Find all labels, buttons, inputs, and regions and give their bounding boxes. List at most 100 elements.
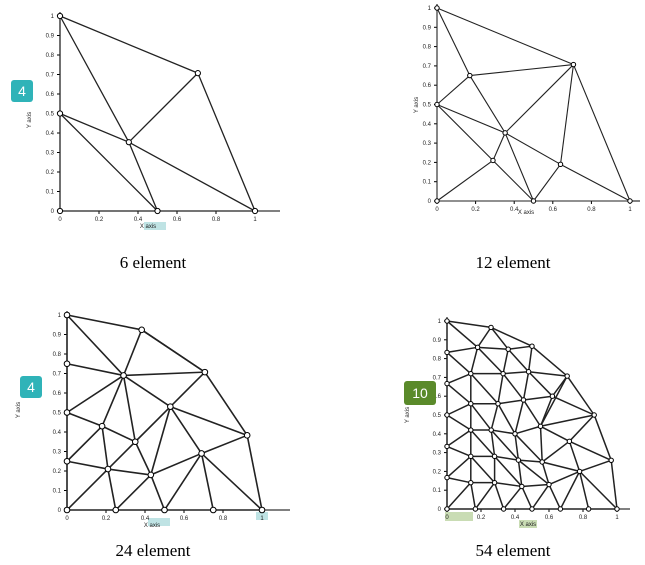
- mesh-node: [505, 346, 511, 352]
- mesh-node: [63, 409, 71, 416]
- mesh-node: [444, 412, 450, 418]
- x-tick-label: 0.2: [95, 217, 104, 223]
- mesh-edge: [150, 452, 202, 476]
- mesh-node: [444, 349, 450, 356]
- mesh-node: [488, 427, 494, 433]
- mesh-node: [444, 380, 450, 387]
- y-tick-label: 0.1: [423, 180, 432, 186]
- mesh-edge: [560, 163, 631, 202]
- y-tick-label: 0.5: [433, 413, 442, 419]
- x-tick-label: 0.6: [549, 207, 558, 213]
- mesh-node: [500, 506, 507, 512]
- mesh-node: [491, 479, 498, 486]
- mesh-edge: [504, 132, 561, 165]
- mesh-edge: [123, 374, 171, 408]
- mesh-edge: [494, 481, 522, 488]
- mesh-edge: [446, 351, 472, 375]
- badge-panel-6: 4: [11, 80, 33, 102]
- mesh-edge: [436, 103, 506, 134]
- y-tick-label: 0.7: [53, 372, 62, 378]
- mesh-edge: [548, 484, 562, 510]
- mesh-node: [444, 443, 450, 450]
- mesh-node: [468, 479, 474, 486]
- y-tick-label: 1: [438, 319, 442, 325]
- mesh-edge: [128, 141, 256, 212]
- mesh-edge: [568, 441, 581, 472]
- mesh-edge: [552, 395, 595, 416]
- mesh-edge: [470, 455, 496, 484]
- y-tick-label: 0.2: [423, 160, 432, 166]
- mesh-node: [591, 412, 597, 418]
- badge-panel-54: 10: [404, 381, 436, 405]
- mesh-edge: [59, 112, 130, 143]
- mesh-edge: [497, 373, 504, 404]
- y-tick-label: 0.7: [46, 73, 55, 79]
- mesh-node: [444, 318, 450, 324]
- y-tick-label: 0.9: [423, 25, 432, 31]
- y-tick-label: 0.4: [53, 430, 62, 436]
- mesh-edge: [566, 375, 595, 416]
- mesh-edge: [446, 445, 472, 458]
- mesh-node: [515, 457, 522, 463]
- mesh-node: [490, 157, 496, 164]
- mesh-node: [557, 161, 564, 168]
- y-tick-label: 0.9: [46, 34, 55, 40]
- mesh-edge: [66, 468, 109, 511]
- mesh-node: [472, 506, 479, 512]
- mesh-node: [258, 506, 266, 514]
- mesh-edge: [107, 468, 117, 511]
- mesh-edge: [446, 346, 478, 354]
- y-tick-label: 0.9: [53, 333, 62, 339]
- mesh-edge: [169, 371, 206, 408]
- mesh-edge: [540, 414, 595, 428]
- mesh-edge: [508, 345, 533, 350]
- mesh-edge: [517, 460, 523, 487]
- y-tick-label: 0.3: [46, 151, 55, 157]
- mesh-edge: [436, 7, 471, 76]
- mesh-edge: [504, 64, 574, 134]
- mesh-edge: [494, 455, 519, 461]
- mesh-node: [167, 403, 174, 410]
- x-tick-label: 0.2: [102, 516, 111, 522]
- caption-24-element: 24 element: [115, 541, 191, 560]
- mesh-node: [131, 438, 139, 446]
- x-tick-label: 0.2: [471, 207, 480, 213]
- mesh-node: [147, 471, 155, 479]
- caption-54-element: 54 element: [475, 541, 551, 560]
- mesh-node: [63, 311, 71, 319]
- mesh-node: [251, 207, 259, 215]
- mesh-edge: [503, 485, 523, 510]
- y-tick-label: 0.3: [433, 451, 442, 457]
- mesh-edge: [514, 399, 525, 434]
- x-tick-label: 1: [615, 515, 619, 521]
- mesh-edge: [469, 64, 574, 77]
- mesh-edge: [610, 460, 618, 510]
- mesh-node: [63, 506, 71, 514]
- mesh-node: [467, 72, 473, 79]
- mesh-edge: [204, 371, 248, 436]
- x-tick-label: 0.4: [510, 207, 519, 213]
- mesh-edge: [436, 104, 494, 161]
- mesh-node: [194, 70, 201, 77]
- x-tick-label: 0: [435, 207, 439, 213]
- mesh-edge: [559, 471, 581, 510]
- mesh-node: [491, 453, 498, 460]
- mesh-edge: [446, 455, 472, 479]
- mesh-node: [529, 506, 535, 512]
- mesh-node: [104, 465, 112, 473]
- mesh-node: [495, 401, 501, 407]
- mesh-edge: [572, 64, 631, 202]
- caption-12-element: 12 element: [475, 253, 551, 272]
- y-tick-label: 0.4: [46, 131, 55, 137]
- mesh-node: [243, 432, 251, 439]
- y-tick-label: 1: [51, 14, 55, 20]
- mesh-edge: [502, 373, 525, 401]
- mesh-edge: [593, 414, 612, 461]
- mesh-edge: [522, 371, 530, 401]
- mesh-edge: [101, 426, 109, 470]
- mesh-edge: [551, 375, 568, 397]
- mesh-edge: [446, 403, 472, 416]
- mesh-edge: [134, 406, 171, 443]
- mesh-edge: [128, 141, 159, 212]
- mesh-edge: [436, 75, 471, 105]
